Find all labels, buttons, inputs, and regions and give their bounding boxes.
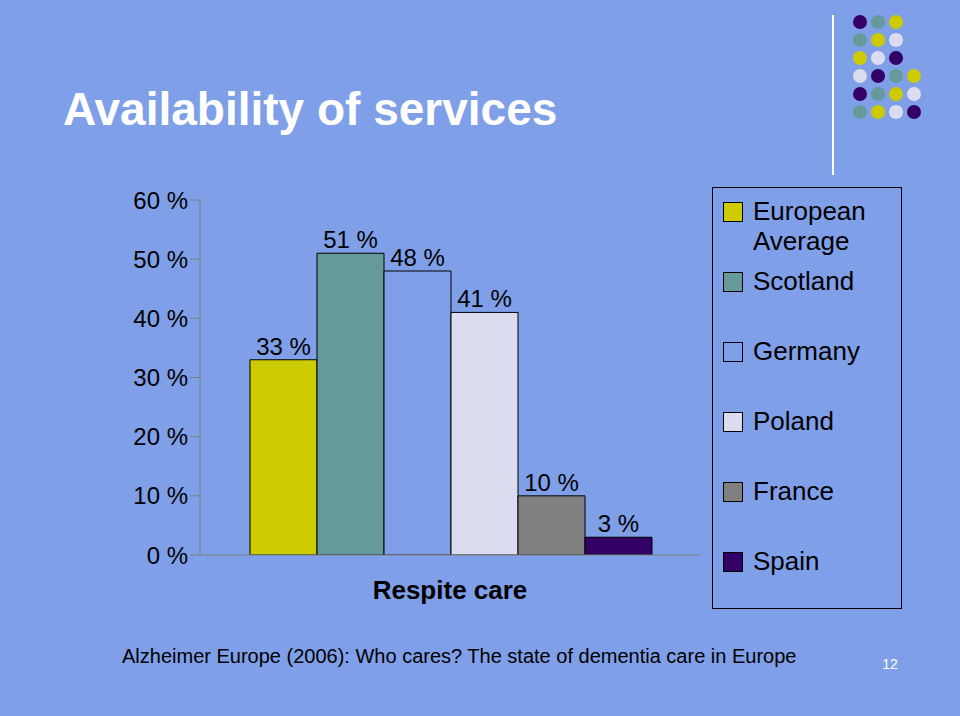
html-text:Germany: Germany bbox=[753, 336, 860, 366]
svg-text:10 %: 10 % bbox=[524, 469, 579, 496]
svg-text:48 %: 48 % bbox=[390, 244, 445, 271]
html-text:France: France bbox=[753, 476, 834, 506]
svg-text:0 %: 0 % bbox=[147, 542, 188, 569]
svg-text:30 %: 30 % bbox=[133, 364, 188, 391]
html-text:Alzheimer Europe (2006): Who c: Alzheimer Europe (2006): Who cares? The … bbox=[122, 645, 797, 667]
svg-text:10 %: 10 % bbox=[133, 482, 188, 509]
svg-text:40 %: 40 % bbox=[133, 305, 188, 332]
svg-text:20 %: 20 % bbox=[133, 423, 188, 450]
svg-text:3 %: 3 % bbox=[598, 510, 639, 537]
html-text:Spain: Spain bbox=[753, 546, 820, 576]
html-text:Poland: Poland bbox=[753, 406, 834, 436]
svg-text:41 %: 41 % bbox=[457, 285, 512, 312]
svg-text:50 %: 50 % bbox=[133, 246, 188, 273]
html-text:12: 12 bbox=[882, 656, 898, 672]
html-text:Availability of services: Availability of services bbox=[63, 83, 558, 135]
html-text:Scotland: Scotland bbox=[753, 266, 855, 296]
html-text:European Average: European Average bbox=[753, 196, 866, 256]
svg-text:60 %: 60 % bbox=[133, 187, 188, 214]
svg-text:51 %: 51 % bbox=[323, 226, 378, 253]
svg-text:Respite care: Respite care bbox=[373, 575, 528, 605]
svg-text:33 %: 33 % bbox=[256, 333, 311, 360]
